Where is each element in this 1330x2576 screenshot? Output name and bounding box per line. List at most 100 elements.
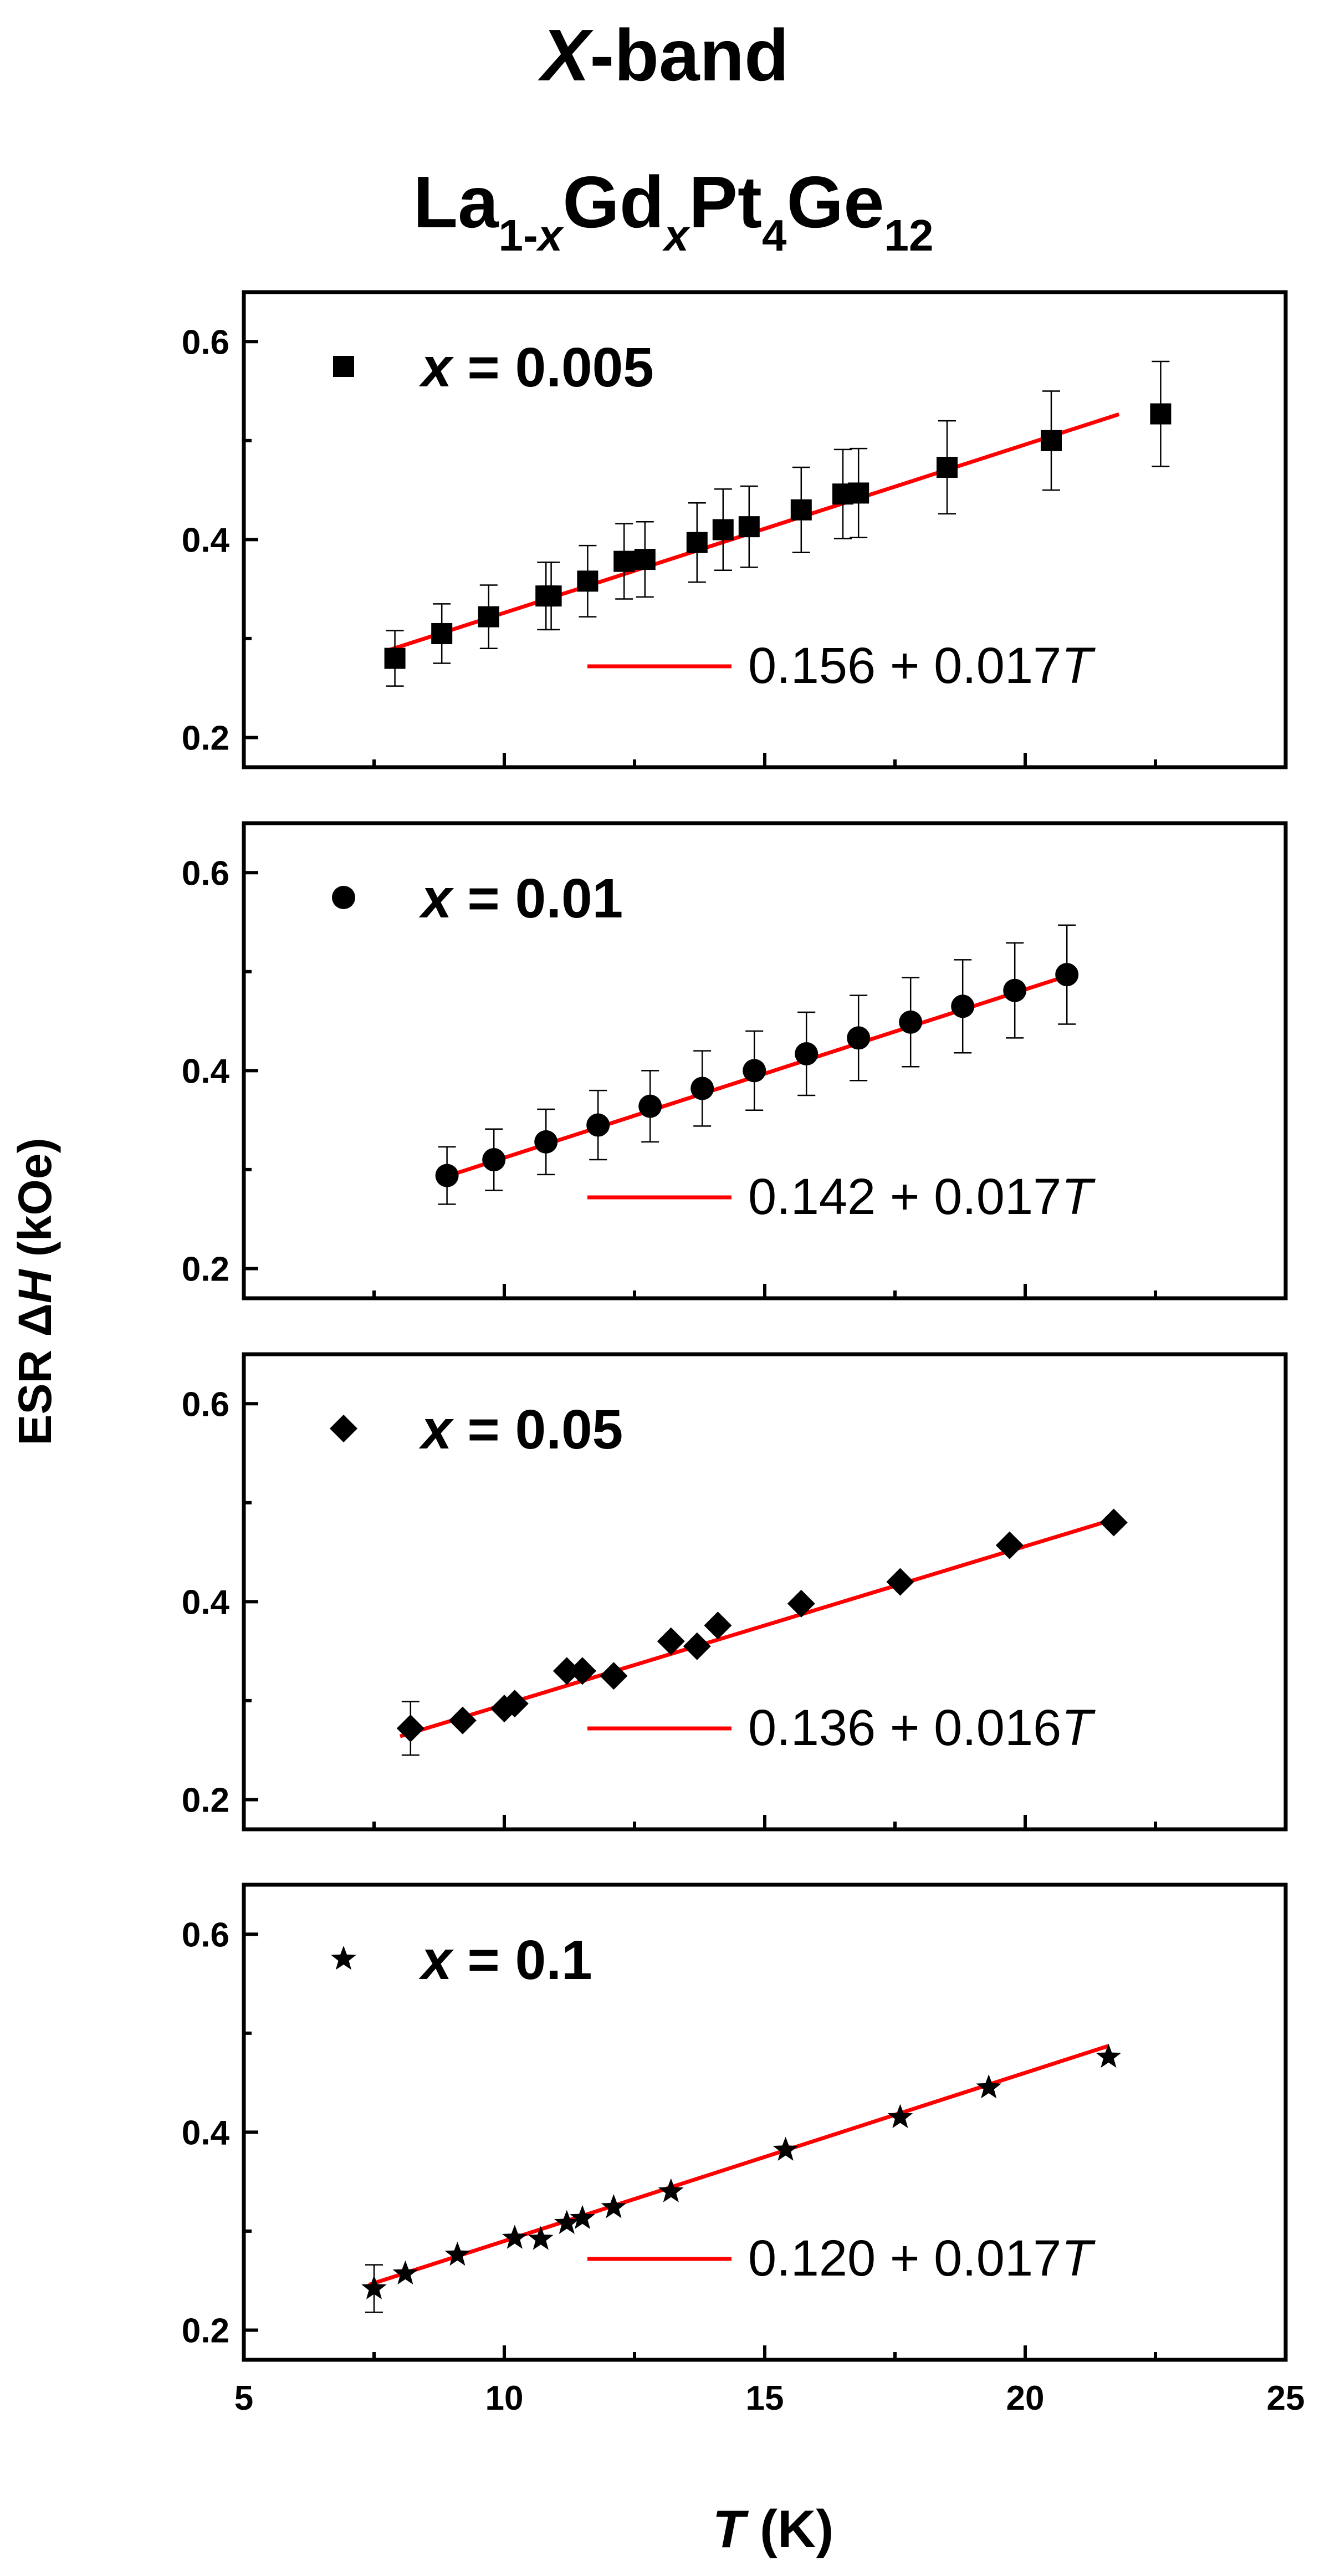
title-part-gd: Gd xyxy=(562,161,664,243)
fit-equation: 0.156 + 0.017T xyxy=(748,637,1096,694)
data-point xyxy=(540,585,562,607)
title-sub-ge: 12 xyxy=(884,211,934,260)
panel-x-0005: 0.2 0.4 0.6 x = 0.005 0.156 + 0.017T xyxy=(182,290,1288,769)
data-point xyxy=(586,1113,610,1137)
legend-var: x xyxy=(418,1399,454,1461)
title-band-suffix: -band xyxy=(590,14,789,96)
y-tick-label: 0.6 xyxy=(182,1916,229,1954)
fit-equation: 0.136 + 0.016T xyxy=(748,1700,1096,1756)
x-tick-label: 15 xyxy=(746,2379,784,2417)
legend-marker xyxy=(330,1415,357,1442)
data-point xyxy=(601,2194,627,2218)
legend-value: = 0.1 xyxy=(452,1929,592,1991)
legend-var: x xyxy=(418,868,454,930)
data-point xyxy=(1003,978,1027,1002)
data-point xyxy=(500,1690,529,1718)
data-point xyxy=(690,1077,714,1100)
legend-marker xyxy=(331,1946,356,1970)
data-point xyxy=(657,1627,685,1655)
y-tick-label: 0.4 xyxy=(182,521,230,559)
panel-x-001: 0.2 0.4 0.6 x = 0.01 0.142 + 0.017T xyxy=(182,821,1288,1300)
y-axis-label-prefix: ESR Δ xyxy=(9,1303,61,1445)
title-compound: La1-xGdxPt4Ge12 xyxy=(413,161,933,260)
panel-x-005: 0.2 0.4 0.6 x = 0.05 0.136 + 0.016T xyxy=(182,1352,1288,1832)
plot-frame xyxy=(242,1883,1288,2362)
data-point xyxy=(899,1010,923,1034)
y-axis-label-italic: H xyxy=(9,1268,61,1303)
data-point xyxy=(886,1568,914,1596)
data-point xyxy=(704,1611,732,1640)
data-point xyxy=(384,647,406,669)
data-point xyxy=(448,1706,477,1735)
data-point xyxy=(569,1657,596,1685)
data-point xyxy=(790,499,812,521)
y-axis-label: ESR ΔH (kOe) xyxy=(9,1137,61,1445)
data-point xyxy=(638,1094,662,1118)
plot-frame xyxy=(242,821,1288,1300)
legend-label: x = 0.01 xyxy=(418,868,623,930)
data-point xyxy=(1041,430,1062,451)
data-point xyxy=(577,570,598,592)
data-point xyxy=(658,2178,684,2202)
data-point xyxy=(976,2074,1001,2099)
data-point xyxy=(795,1042,819,1066)
legend-var: x xyxy=(418,1929,454,1991)
x-axis-label-suffix: (K) xyxy=(745,2500,833,2559)
fit-equation-numbers: 0.136 + 0.016 xyxy=(748,1700,1061,1756)
data-point xyxy=(712,519,734,540)
title-part-ge: Ge xyxy=(786,161,884,243)
data-point xyxy=(554,2210,580,2234)
data-point xyxy=(773,2136,799,2161)
y-tick-label: 0.6 xyxy=(182,323,229,361)
data-point xyxy=(1055,963,1079,987)
x-axis-label: T (K) xyxy=(713,2500,834,2559)
legend-var: x xyxy=(418,336,454,399)
data-point xyxy=(887,2104,913,2128)
legend-value: = 0.01 xyxy=(452,868,623,930)
fit-equation-numbers: 0.142 + 0.017 xyxy=(748,1169,1061,1225)
legend-marker xyxy=(332,886,355,909)
data-point xyxy=(534,1130,558,1154)
x-tick-label: 10 xyxy=(485,2379,524,2417)
plot-frame xyxy=(242,1352,1288,1832)
data-point xyxy=(361,2275,387,2299)
data-point xyxy=(738,516,760,538)
data-point xyxy=(1096,2043,1122,2068)
fit-equation-numbers: 0.120 + 0.017 xyxy=(748,2230,1061,2287)
data-point xyxy=(478,606,499,628)
y-tick-label: 0.2 xyxy=(182,719,229,757)
data-point xyxy=(570,2205,595,2230)
data-point xyxy=(396,1714,424,1742)
panel-x-01: 0.2 0.4 0.6 5 10 15 20 25 x = 0.1 0.120 + 0.017T xyxy=(182,1883,1305,2417)
data-point xyxy=(847,1026,871,1050)
fit-equation-var: T xyxy=(1061,1700,1096,1756)
y-tick-label: 0.4 xyxy=(182,2114,230,2152)
x-tick-label: 20 xyxy=(1006,2379,1045,2417)
legend-value: = 0.05 xyxy=(452,1399,623,1461)
data-point xyxy=(848,482,869,504)
title-band-letter: X xyxy=(537,14,594,96)
data-point xyxy=(787,1589,815,1618)
fit-equation-var: T xyxy=(1061,1169,1096,1225)
title-sub-pt: 4 xyxy=(762,211,787,260)
data-point xyxy=(634,549,656,570)
title-part-la: La xyxy=(413,161,499,243)
y-tick-label: 0.4 xyxy=(182,1052,230,1090)
legend-marker xyxy=(333,356,354,377)
data-point xyxy=(686,532,708,553)
y-tick-label: 0.2 xyxy=(182,1781,229,1819)
data-point xyxy=(502,2225,528,2249)
data-point xyxy=(951,994,975,1018)
title-sub-la: 1-x xyxy=(499,211,565,260)
data-point xyxy=(995,1531,1024,1559)
y-tick-label: 0.2 xyxy=(182,1250,229,1288)
y-tick-label: 0.4 xyxy=(182,1583,230,1621)
data-point xyxy=(553,1657,581,1685)
x-tick-label: 5 xyxy=(234,2379,253,2417)
data-point xyxy=(743,1059,766,1083)
x-axis-label-italic: T xyxy=(713,2500,749,2559)
data-point xyxy=(482,1148,506,1172)
data-point xyxy=(435,1164,459,1187)
fit-equation: 0.120 + 0.017T xyxy=(748,2230,1096,2287)
